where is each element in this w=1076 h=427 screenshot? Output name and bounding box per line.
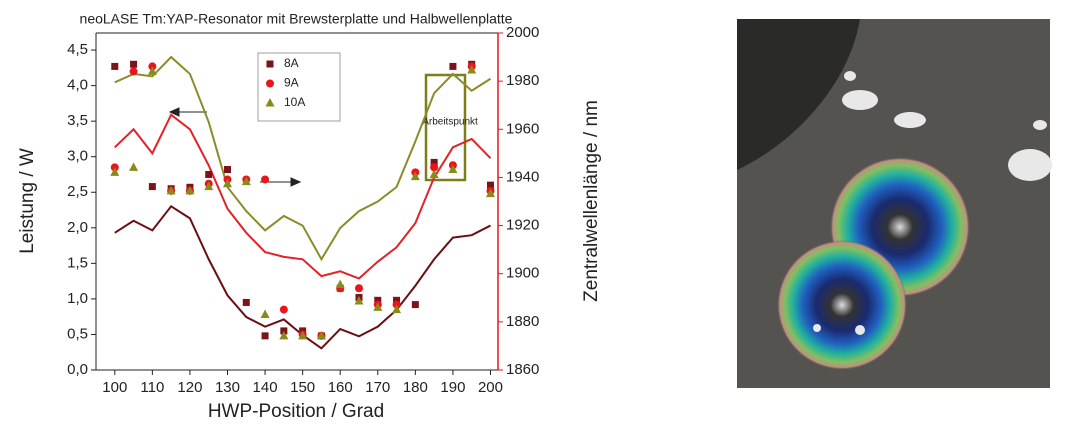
data-point (430, 158, 438, 166)
y2-axis-label: Zentralwellenlänge / nm (581, 100, 602, 302)
legend-label: 10A (284, 95, 305, 109)
line (114, 55, 492, 262)
data-point (241, 176, 251, 186)
data-point (448, 164, 458, 174)
data-point (261, 175, 270, 184)
data-point (374, 296, 382, 304)
y-tick-label: 0,5 (67, 325, 88, 342)
x-axis-label: HWP-Position / Grad (208, 401, 384, 422)
x-tick-label: 160 (328, 379, 353, 396)
beam-spot (830, 157, 970, 297)
data-point (449, 62, 457, 70)
y-tick-label: 2,0 (67, 219, 88, 236)
legend-label: 9A (284, 76, 299, 90)
y-tick-label: 3,5 (67, 112, 88, 129)
beam-spot (777, 240, 907, 370)
data-point (129, 67, 138, 76)
data-point (354, 284, 363, 293)
y-tick-label: 4,5 (67, 41, 88, 58)
data-point (111, 62, 119, 70)
y2-tick-label: 1920 (506, 217, 539, 234)
x-tick-label: 170 (365, 379, 390, 396)
data-point (279, 330, 289, 340)
chart-title: neoLASE Tm:YAP-Resonator mit Brewsterpla… (80, 11, 513, 27)
y2-tick-label: 1940 (506, 168, 539, 185)
data-point (373, 302, 383, 311)
data-point (110, 167, 120, 176)
y2-tick-label: 1880 (506, 313, 539, 330)
data-point (410, 171, 420, 181)
data-point (335, 279, 345, 289)
x-tick-label: 190 (440, 379, 465, 396)
data-point (411, 301, 419, 309)
legend-marker (266, 79, 274, 88)
data-point (467, 64, 477, 74)
data-point (242, 298, 250, 306)
data-point (260, 309, 270, 319)
data-point (316, 330, 326, 340)
data-point (166, 185, 176, 195)
y-tick-label: 1,0 (67, 290, 88, 307)
x-tick-label: 140 (253, 379, 278, 396)
y2-tick-label: 1960 (506, 120, 539, 137)
legend-marker (265, 98, 275, 107)
data-point (205, 170, 213, 178)
data-point (430, 163, 439, 172)
x-tick-label: 130 (215, 379, 240, 396)
legend-label: 8A (284, 56, 299, 70)
data-point (204, 181, 214, 191)
data-point (485, 188, 495, 198)
photo-shadow (737, 19, 860, 170)
data-point (148, 183, 156, 191)
y-tick-label: 1,5 (67, 254, 88, 271)
data-point (429, 169, 439, 178)
data-point (354, 296, 364, 305)
legend-marker (266, 60, 274, 68)
x-tick-label: 150 (290, 379, 315, 396)
x-tick-label: 110 (140, 379, 164, 396)
y2-tick-label: 2000 (506, 24, 539, 41)
data-point (392, 304, 402, 314)
y2-tick-label: 1980 (506, 72, 539, 89)
data-point (130, 60, 138, 68)
highlight-box (424, 73, 467, 182)
data-point (393, 296, 401, 304)
y-axis-label: Leistung / W (17, 148, 38, 254)
x-tick-label: 100 (102, 379, 127, 396)
y-tick-label: 4,0 (67, 77, 88, 94)
data-point (222, 178, 232, 188)
data-point (129, 162, 139, 171)
y2-tick-label: 1900 (506, 265, 539, 282)
data-point (298, 330, 308, 340)
photo-bg (737, 19, 1050, 388)
data-point (261, 332, 269, 340)
arrow-head (168, 107, 180, 117)
data-point (147, 66, 157, 75)
x-tick-label: 180 (403, 379, 428, 396)
y-tick-label: 2,5 (67, 183, 88, 200)
specks (813, 71, 1052, 335)
data-point (223, 166, 231, 174)
y-tick-label: 3,0 (67, 148, 88, 165)
x-tick-label: 120 (177, 379, 202, 396)
y2-tick-label: 1860 (506, 361, 539, 378)
data-point (185, 185, 195, 195)
annotation: Arbeitspunkt (422, 117, 478, 128)
chart: neoLASE Tm:YAP-Resonator mit Brewsterpla… (17, 11, 602, 422)
line (114, 113, 492, 280)
data-point (486, 181, 494, 189)
arrow-head (290, 177, 302, 187)
y-tick-label: 0,0 (67, 361, 88, 378)
data-point (279, 305, 288, 314)
x-tick-label: 200 (478, 379, 503, 396)
